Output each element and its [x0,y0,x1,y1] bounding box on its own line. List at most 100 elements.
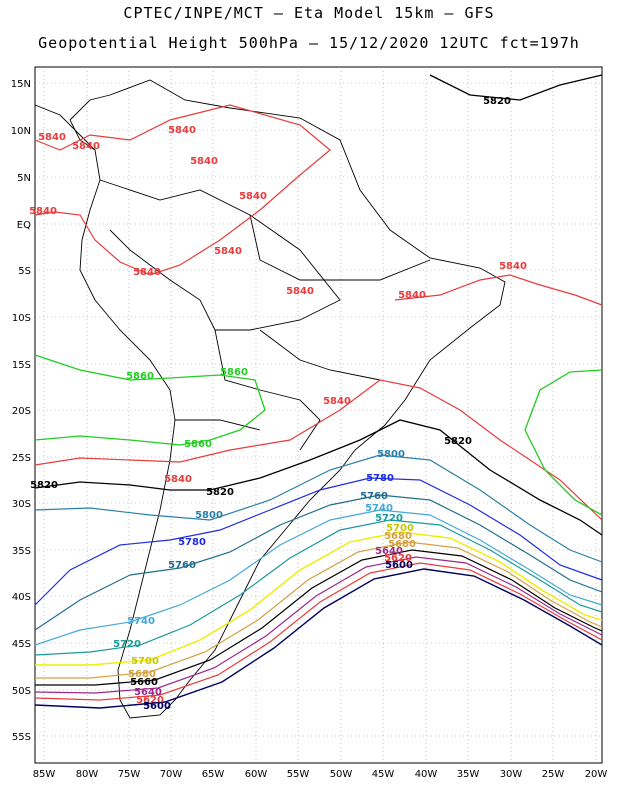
contour-5840-south [34,379,603,521]
contour-5700 [35,531,603,666]
lon-tick-label: 25W [542,769,565,780]
contour-label-5720: 5720 [375,513,403,524]
contour-label-5640: 5640 [134,687,162,698]
contour-label-5740: 5740 [127,616,155,627]
lat-tick-label: 15N [11,79,31,90]
contour-label-5760: 5760 [168,560,196,571]
contour-label-5820: 5820 [30,480,58,491]
contour-5860-east [524,369,603,516]
lat-tick-label: 10N [11,126,31,137]
contour-label-5620: 5620 [136,695,164,706]
axis-ticks: 15N10N5NEQ5S10S15S20S25S30S35S40S45S50S5… [11,79,608,780]
contour-label-5620: 5620 [384,553,412,564]
contour-5780 [34,477,603,606]
contour-label-5800: 5800 [377,449,405,460]
lon-tick-label: 60W [245,769,268,780]
contour-labels: 5840 5840 5840 5840 5840 5840 5840 5840 5840 5840… [29,96,527,712]
contour-5600 [34,568,603,709]
lon-tick-label: 75W [118,769,141,780]
contour-label-5680: 5680 [384,531,412,542]
lon-tick-label: 40W [415,769,438,780]
contour-label-5740: 5740 [365,503,393,514]
contour-label-5600: 5600 [143,701,171,712]
contour-label-5840: 5840 [239,191,267,202]
lat-tick-label: 40S [12,592,31,603]
height-contours [34,74,603,709]
contour-label-5840: 5840 [286,286,314,297]
contour-label-5780: 5780 [178,537,206,548]
contour-5640 [34,556,603,694]
contour-5680 [35,541,603,679]
contour-label-5820: 5820 [206,487,234,498]
lon-tick-label: 85W [33,769,56,780]
contour-label-5840: 5840 [168,125,196,136]
contour-5760 [34,494,603,631]
lon-tick-label: 35W [457,769,480,780]
contour-5660 [35,549,603,686]
contour-label-5860: 5860 [220,367,248,378]
contour-label-5780: 5780 [366,473,394,484]
plot-frame [34,66,603,764]
contour-5820-north [429,74,603,101]
contour-label-5600: 5600 [385,560,413,571]
lat-tick-label: 5N [17,173,31,184]
lat-tick-label: 10S [12,313,31,324]
contour-label-5840: 5840 [499,261,527,272]
map-title: CPTEC/INPE/MCT – Eta Model 15km – GFS [123,4,495,22]
lon-tick-label: 45W [372,769,395,780]
contour-label-5680: 5680 [388,539,416,550]
contour-5820 [34,419,603,536]
lat-tick-label: 55S [12,732,31,743]
contour-label-5860: 5860 [184,439,212,450]
lon-tick-label: 30W [500,769,523,780]
contour-5720 [34,519,603,656]
contour-label-5840: 5840 [133,267,161,278]
contour-label-5840: 5840 [323,396,351,407]
lon-tick-label: 20W [585,769,608,780]
contour-label-5840: 5840 [190,156,218,167]
south-america-coast [69,79,506,719]
contour-label-5840: 5840 [164,474,192,485]
contour-label-5760: 5760 [360,491,388,502]
lat-tick-label: 5S [18,266,31,277]
coastline [34,79,506,719]
contour-label-5720: 5720 [113,639,141,650]
contour-label-5840: 5840 [398,290,426,301]
lat-tick-label: 25S [12,453,31,464]
contour-5740 [34,509,603,646]
country-borders [99,179,431,451]
contour-label-5680: 5680 [128,669,156,680]
contour-label-5840: 5840 [72,141,100,152]
lon-tick-label: 65W [202,769,225,780]
contour-5840-north [34,104,331,276]
contour-label-5700: 5700 [386,523,414,534]
contour-label-5820: 5820 [483,96,511,107]
lat-tick-label: 35S [12,546,31,557]
contour-label-5800: 5800 [195,510,223,521]
lat-tick-label: 15S [12,360,31,371]
lat-tick-label: EQ [17,220,31,231]
map-subtitle: Geopotential Height 500hPa – 15/12/2020 … [38,34,580,52]
contour-label-5840: 5840 [214,246,242,257]
contour-5860 [34,354,266,446]
lon-tick-label: 50W [330,769,353,780]
contour-label-5660: 5660 [130,677,158,688]
lon-tick-label: 80W [76,769,99,780]
contour-5800 [34,454,603,563]
contour-label-5820: 5820 [444,436,472,447]
contour-label-5640: 5640 [375,546,403,557]
lat-tick-label: 20S [12,406,31,417]
lat-tick-label: 30S [12,499,31,510]
central-america [34,104,96,151]
contour-label-5700: 5700 [131,656,159,667]
contour-5620 [34,562,603,701]
contour-label-5840: 5840 [38,132,66,143]
lat-tick-label: 45S [12,639,31,650]
contour-label-5860: 5860 [126,371,154,382]
lat-tick-label: 50S [12,686,31,697]
lon-tick-label: 70W [160,769,183,780]
contour-label-5840: 5840 [29,206,57,217]
lon-tick-label: 55W [287,769,310,780]
contour-5840-east [394,274,603,306]
